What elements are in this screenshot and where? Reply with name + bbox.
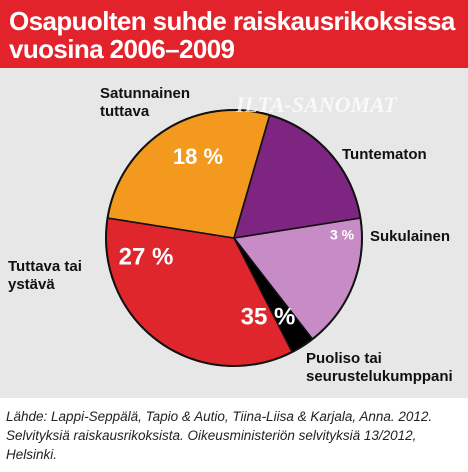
slice-category-label: Satunnainen tuttava <box>100 85 190 121</box>
slice-category-label: Tuttava tai ystävä <box>8 258 82 294</box>
slice-value-label: 35 % <box>241 303 296 330</box>
slice-category-label-line: ystävä <box>8 276 55 293</box>
chart-title-line-2: vuosina 2006–2009 <box>9 34 235 64</box>
slice-category-label-line: Tuttava tai <box>8 258 82 275</box>
slice-category-label: Sukulainen <box>370 228 450 246</box>
slice-category-label-line: Puoliso tai <box>306 350 382 367</box>
source-line-2: Selvityksiä raiskausrikoksista. Oikeusmi… <box>6 428 417 443</box>
slice-category-label-line: tuttava <box>100 103 150 120</box>
chart-title-line-1: Osapuolten suhde raiskausrikoksissa <box>9 6 455 36</box>
source-note: Lähde: Lappi-Seppälä, Tapio & Autio, Tii… <box>6 407 464 464</box>
slice-category-label: Tuntematon <box>342 146 427 164</box>
slice-category-label-line: Tuntematon <box>342 146 427 163</box>
publisher-watermark: ILTA-SANOMAT <box>236 92 397 117</box>
slice-value-label: 3 % <box>330 227 355 243</box>
source-line-1: Lähde: Lappi-Seppälä, Tapio & Autio, Tii… <box>6 409 433 424</box>
title-bar: Osapuolten suhde raiskausrikoksissa vuos… <box>0 0 468 68</box>
slice-value-label: 18 % <box>173 144 223 169</box>
pie-outline <box>105 109 363 367</box>
slice-category-label-line: Satunnainen <box>100 85 191 102</box>
pie-chart: 17 %3 %35 %27 %18 % <box>105 109 363 367</box>
slice-category-label: Puoliso tai seurustelukumppani <box>306 350 453 386</box>
source-line-3: Helsinki. <box>6 447 58 462</box>
slice-category-label-line: Sukulainen <box>370 228 451 245</box>
slice-value-label: 27 % <box>119 243 174 270</box>
slice-category-label-line: seurustelukumppani <box>306 368 453 385</box>
